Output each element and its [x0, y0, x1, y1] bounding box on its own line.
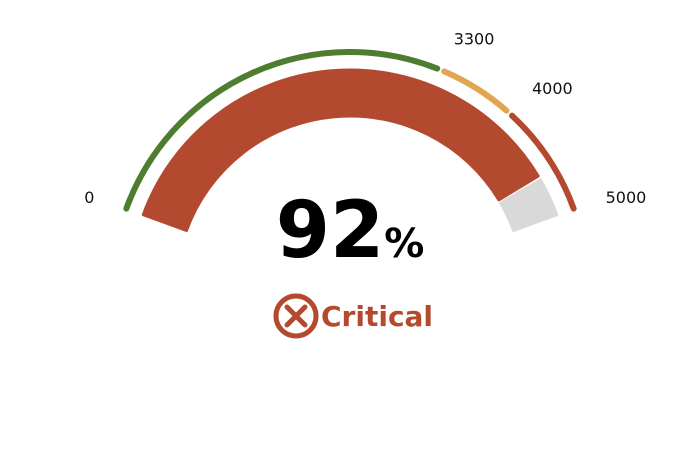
status-indicator: Critical	[273, 293, 433, 339]
tick-label-4000: 4000	[532, 79, 573, 98]
gauge-value: 92%	[276, 186, 425, 276]
gauge-track	[499, 178, 559, 232]
tick-label-3300: 3300	[454, 30, 495, 49]
x-circle-icon	[273, 293, 319, 339]
status-label: Critical	[321, 300, 433, 333]
band-critical	[509, 112, 577, 212]
gauge-tick-labels: 0 3300 4000 5000	[84, 30, 646, 208]
gauge-fill	[141, 68, 540, 232]
band-warning	[441, 68, 510, 114]
gauge-band-ring	[123, 48, 577, 212]
tick-label-5000: 5000	[606, 188, 647, 207]
gauge-arc	[141, 68, 559, 232]
tick-label-0: 0	[84, 188, 94, 207]
gauge-value-number: 92	[276, 186, 385, 276]
gauge-value-unit: %	[384, 221, 424, 267]
band-normal	[123, 48, 441, 212]
